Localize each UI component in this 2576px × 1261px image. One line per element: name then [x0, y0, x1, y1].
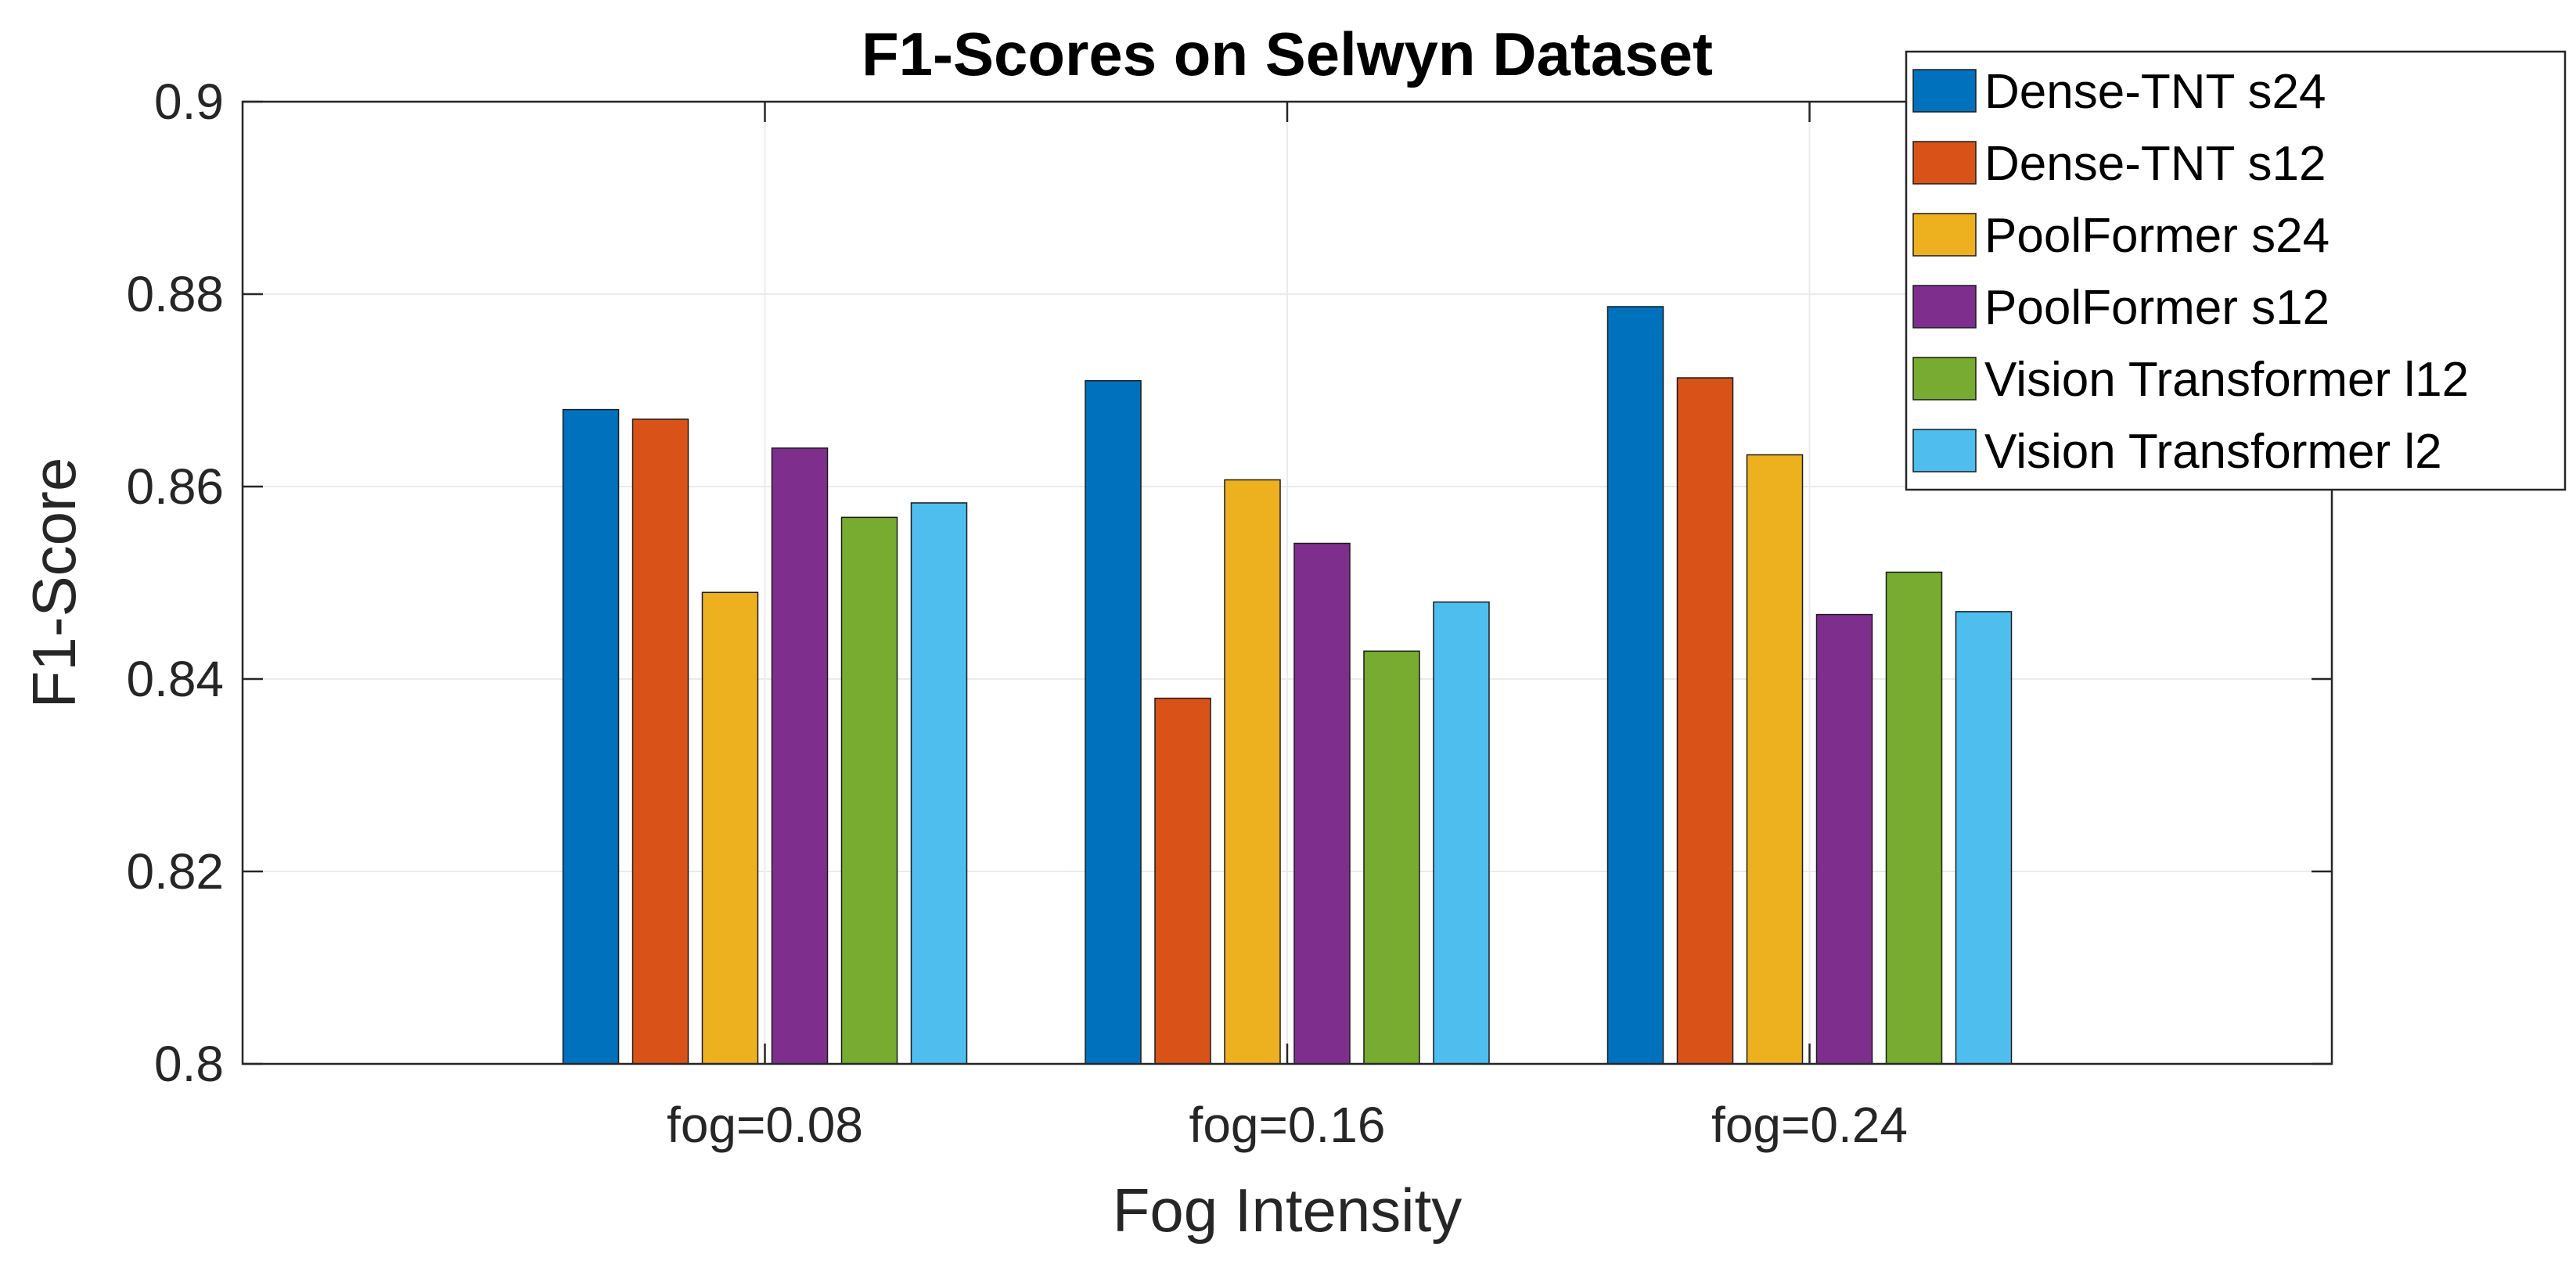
bar-poolformer-s24-0 — [701, 591, 759, 1065]
bar-poolformer-s12-2 — [1815, 613, 1873, 1065]
legend-label: Dense-TNT s24 — [1984, 65, 2326, 119]
bar-dense-tnt-s12-2 — [1676, 377, 1734, 1065]
y-tick-label: 0.8 — [154, 1036, 224, 1092]
legend-label: Vision Transformer l12 — [1984, 353, 2469, 407]
legend-label: Vision Transformer l2 — [1984, 425, 2442, 479]
legend-box — [1905, 50, 2567, 491]
bar-vision-transformer-l2-1 — [1433, 601, 1490, 1065]
x-tick-label: fog=0.24 — [1711, 1097, 1908, 1153]
legend-label: PoolFormer s12 — [1984, 281, 2330, 335]
bar-vision-transformer-l2-2 — [1955, 611, 2013, 1065]
y-tick-label: 0.82 — [126, 843, 224, 900]
legend-swatch — [1912, 285, 1977, 329]
bar-dense-tnt-s12-1 — [1154, 697, 1211, 1065]
legend-swatch — [1912, 141, 1977, 185]
y-axis-title: F1-Score — [20, 458, 88, 709]
ticks-layer: 0.8 0.82 0.84 0.86 0.88 0.9 fog=0.08 fog=0.16 fo… — [126, 74, 2332, 1153]
bars-layer — [562, 306, 2013, 1065]
bar-poolformer-s12-0 — [771, 447, 829, 1065]
y-tick-label: 0.86 — [126, 458, 224, 515]
x-tick-label: fog=0.08 — [667, 1097, 863, 1153]
bar-vision-transformer-l2-0 — [910, 502, 968, 1065]
legend: Dense-TNT s24 Dense-TNT s12 PoolFormer s24… — [1905, 50, 2567, 491]
legend-swatch — [1912, 357, 1977, 401]
bar-dense-tnt-s24-0 — [562, 408, 620, 1065]
bar-dense-tnt-s24-2 — [1606, 306, 1664, 1065]
x-tick-label: fog=0.16 — [1189, 1097, 1386, 1153]
bar-vision-transformer-l12-2 — [1885, 571, 1943, 1065]
y-tick-label: 0.84 — [126, 651, 224, 707]
legend-swatch — [1912, 69, 1977, 113]
bar-poolformer-s12-1 — [1293, 542, 1351, 1065]
bar-vision-transformer-l12-0 — [840, 516, 898, 1065]
bar-dense-tnt-s24-1 — [1085, 379, 1142, 1065]
x-axis-title: Fog Intensity — [1113, 1176, 1462, 1245]
chart-title: F1-Scores on Selwyn Dataset — [862, 20, 1713, 88]
y-tick-label: 0.9 — [154, 74, 224, 130]
bar-vision-transformer-l12-1 — [1363, 650, 1420, 1065]
bar-poolformer-s24-2 — [1746, 454, 1804, 1065]
bar-poolformer-s24-1 — [1224, 479, 1281, 1065]
legend-label: Dense-TNT s12 — [1984, 137, 2326, 191]
legend-swatch — [1912, 429, 1977, 472]
y-tick-label: 0.88 — [126, 266, 224, 322]
legend-swatch — [1912, 213, 1977, 257]
bar-dense-tnt-s12-0 — [631, 419, 689, 1065]
legend-label: PoolFormer s24 — [1984, 209, 2330, 263]
